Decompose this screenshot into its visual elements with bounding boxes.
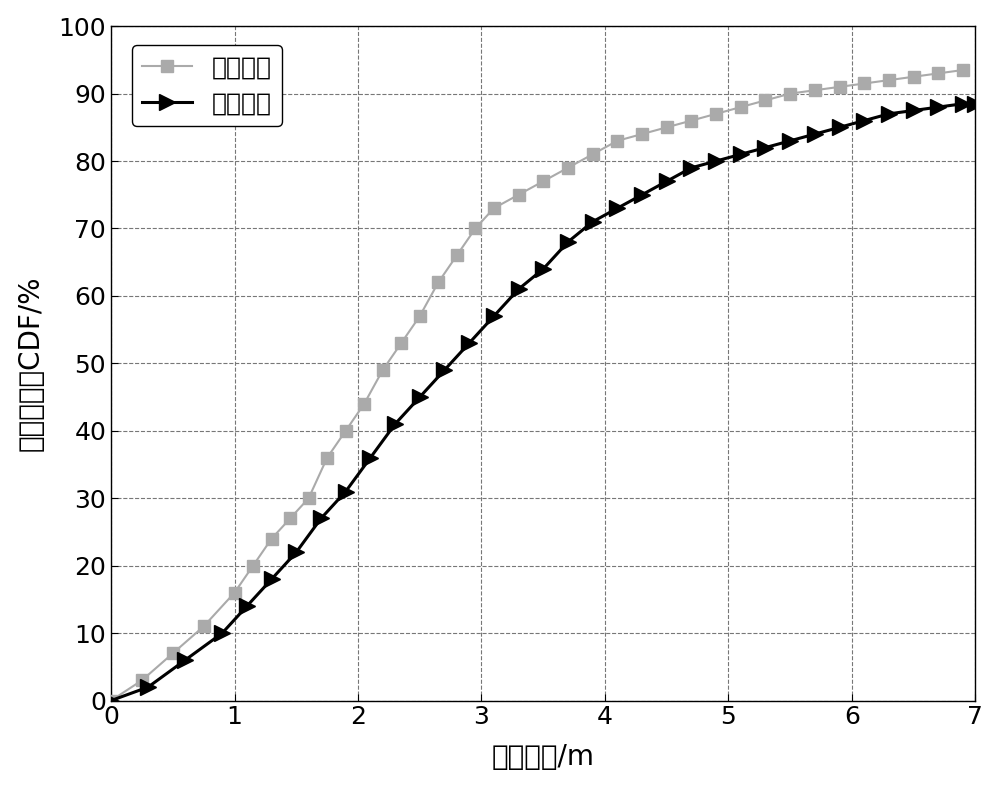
Y-axis label: 定位误差的CDF/%: 定位误差的CDF/% xyxy=(17,276,45,451)
X-axis label: 定位误差/m: 定位误差/m xyxy=(492,743,595,771)
Legend: 无偏估计, 有偏估计: 无偏估计, 有偏估计 xyxy=(132,46,282,126)
